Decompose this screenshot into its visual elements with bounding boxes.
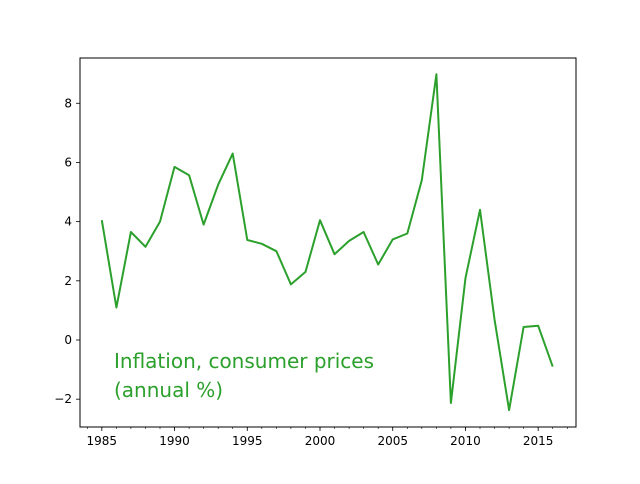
series-group bbox=[100, 73, 554, 412]
series-line bbox=[100, 73, 554, 412]
y-tick-label: 0 bbox=[64, 333, 72, 347]
x-tick-label: 1995 bbox=[232, 434, 263, 448]
y-tick-label: 4 bbox=[64, 215, 72, 229]
y-tick-label: 6 bbox=[64, 155, 72, 169]
annotation-line-1: Inflation, consumer prices bbox=[114, 349, 374, 373]
x-tick-label: 2015 bbox=[523, 434, 554, 448]
x-tick-label: 2005 bbox=[377, 434, 408, 448]
plot-frame bbox=[79, 57, 577, 428]
x-tick-label: 2000 bbox=[305, 434, 336, 448]
x-tick-label: 2010 bbox=[450, 434, 481, 448]
y-tick-label: −2 bbox=[54, 392, 72, 406]
annotation-line-2: (annual %) bbox=[114, 378, 223, 402]
x-tick-label: 1985 bbox=[87, 434, 118, 448]
y-axis: −2 0 2 4 6 8 bbox=[54, 96, 80, 406]
y-tick-label: 2 bbox=[64, 274, 72, 288]
y-tick-label: 8 bbox=[64, 96, 72, 110]
plot-area bbox=[80, 58, 576, 427]
x-axis: 1985 1990 1995 2000 2005 2010 2015 bbox=[87, 427, 568, 448]
x-tick-label: 1990 bbox=[159, 434, 190, 448]
